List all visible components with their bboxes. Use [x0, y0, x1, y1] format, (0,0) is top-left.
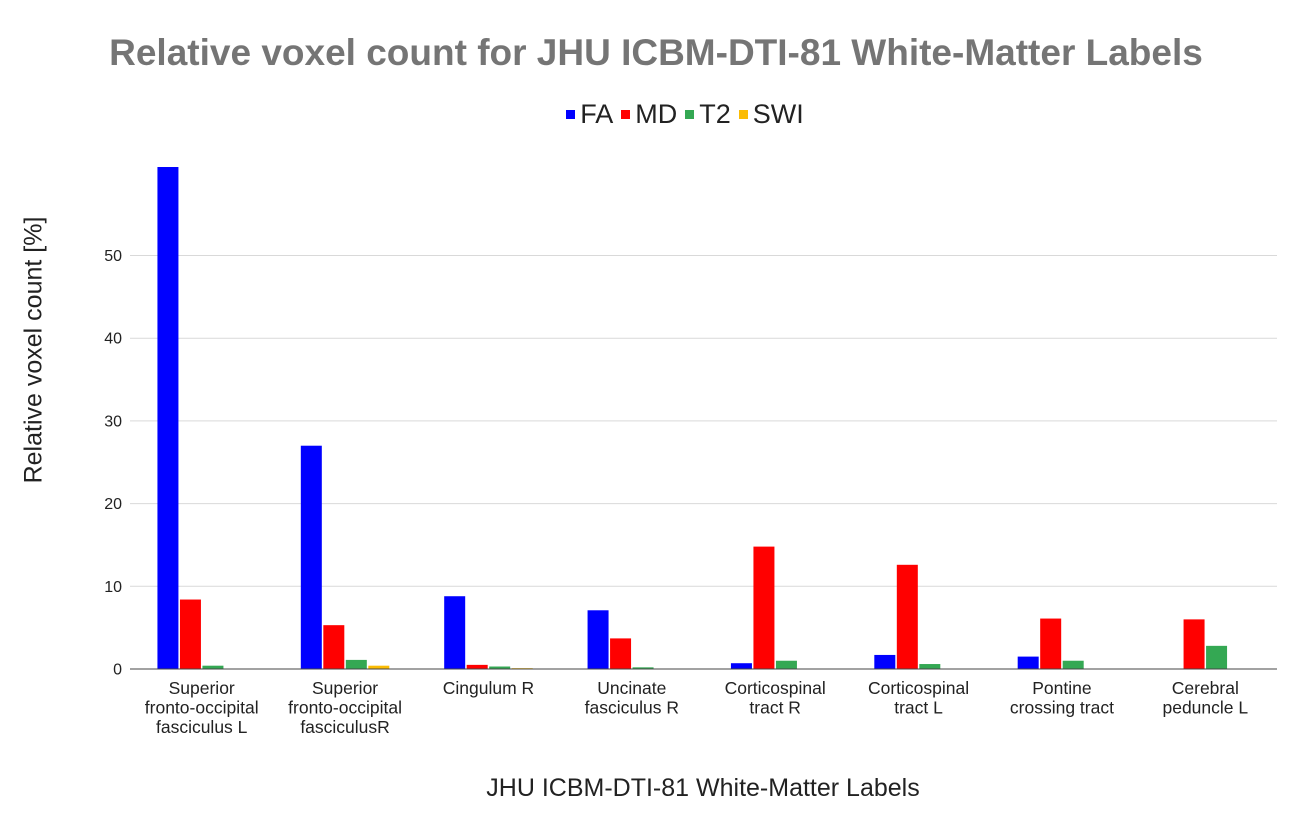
legend-label: FA [580, 99, 614, 129]
x-category-label: peduncle L [1162, 698, 1248, 718]
legend-swatch [621, 110, 631, 119]
bar-fa-3 [587, 610, 609, 669]
x-category-label: fronto-occipital [288, 698, 402, 718]
bar-md-5 [896, 564, 918, 669]
legend-item-swi: SWI [738, 99, 804, 130]
bar-fa-6 [1017, 656, 1039, 669]
bar-fa-1 [300, 445, 322, 669]
bar-t2-0 [202, 665, 224, 669]
bar-md-4 [753, 546, 775, 669]
bar-t2-6 [1062, 660, 1084, 669]
y-tick-label: 30 [104, 413, 122, 430]
x-category-label: Superior [169, 678, 235, 698]
legend-swatch [566, 110, 576, 119]
legend-swatch [685, 110, 695, 119]
y-tick-label: 40 [104, 331, 122, 348]
x-category-label: fronto-occipital [145, 698, 259, 718]
x-category-label: Cerebral [1172, 678, 1239, 698]
bar-md-1 [323, 625, 345, 669]
x-category-label: Superior [312, 678, 378, 698]
chart-title: Relative voxel count for JHU ICBM-DTI-81… [109, 32, 1203, 73]
y-tick-label: 50 [104, 248, 122, 265]
bar-t2-5 [919, 664, 941, 669]
legend-label: T2 [699, 99, 731, 129]
bar-swi-1 [368, 665, 390, 669]
x-category-label: fasciculus R [585, 698, 679, 718]
legend-swatch [738, 110, 748, 119]
legend-label: MD [635, 99, 678, 129]
bar-md-3 [610, 638, 632, 669]
x-category-label: Cingulum R [443, 678, 534, 698]
y-tick-label: 10 [104, 579, 122, 596]
bar-t2-1 [345, 659, 367, 669]
x-category-label: Corticospinal [868, 678, 969, 698]
x-category-label: Pontine [1032, 678, 1091, 698]
legend: FA MD T2 SWI [0, 99, 1296, 130]
y-tick-label: 0 [113, 662, 122, 679]
bar-t2-2 [489, 666, 511, 669]
x-category-label: tract L [894, 698, 943, 718]
bars [157, 167, 1228, 670]
bar-t2-3 [632, 667, 654, 669]
x-category-label: Uncinate [597, 678, 666, 698]
bar-t2-7 [1206, 645, 1228, 669]
legend-item-t2: T2 [685, 99, 731, 130]
bar-fa-2 [444, 596, 466, 669]
x-category-label: tract R [749, 698, 801, 718]
legend-item-md: MD [621, 99, 677, 130]
bar-md-0 [179, 599, 201, 669]
bar-md-7 [1183, 619, 1205, 669]
bar-fa-4 [730, 663, 752, 669]
bar-t2-4 [775, 660, 797, 669]
bar-md-2 [466, 664, 488, 669]
legend-label: SWI [752, 99, 804, 129]
x-category-label: fasciculusR [300, 717, 389, 737]
x-axis-title: JHU ICBM-DTI-81 White-Matter Labels [486, 774, 920, 802]
x-category-label: fasciculus L [156, 717, 248, 737]
legend-item-fa: FA [566, 99, 613, 130]
x-category-label: crossing tract [1010, 698, 1114, 718]
bar-fa-0 [157, 167, 179, 670]
axis-labels: 01020304050Superiorfronto-occipitalfasci… [104, 248, 1248, 737]
bar-md-6 [1040, 618, 1062, 669]
y-tick-label: 20 [104, 496, 122, 513]
x-category-label: Corticospinal [725, 678, 826, 698]
bar-fa-5 [874, 654, 896, 669]
